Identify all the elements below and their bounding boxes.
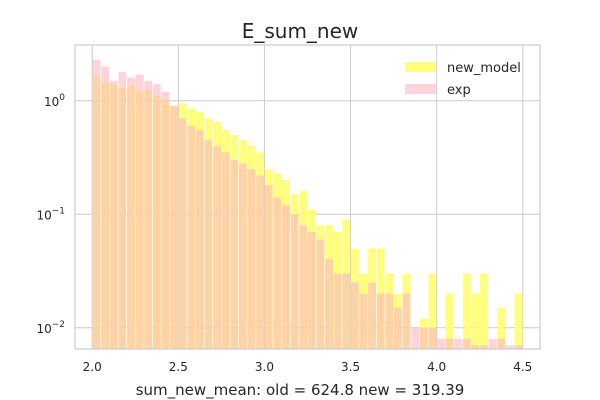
x-tick-label: 3.0 bbox=[255, 360, 274, 374]
bar bbox=[247, 169, 256, 349]
bar bbox=[135, 74, 144, 349]
bar bbox=[480, 273, 488, 349]
y-tick-label: 10−1 bbox=[36, 206, 65, 222]
bar bbox=[480, 345, 488, 349]
legend-swatch bbox=[405, 62, 436, 72]
series-exp bbox=[92, 59, 523, 350]
bar bbox=[488, 338, 497, 349]
bar bbox=[514, 293, 523, 349]
legend-label: new_model bbox=[447, 61, 521, 76]
chart-title: E_sum_new bbox=[241, 19, 359, 43]
bar bbox=[445, 293, 454, 349]
bar bbox=[333, 273, 342, 349]
bar bbox=[462, 273, 471, 349]
bar bbox=[514, 345, 523, 349]
bar bbox=[239, 163, 247, 349]
x-tick-label: 4.0 bbox=[427, 360, 446, 374]
bar bbox=[195, 130, 204, 349]
bar bbox=[394, 307, 402, 349]
bar bbox=[127, 77, 135, 350]
bar bbox=[350, 282, 359, 349]
legend-label: exp bbox=[447, 83, 471, 98]
bar bbox=[273, 197, 282, 349]
bar bbox=[325, 259, 333, 349]
legend-swatch bbox=[405, 84, 436, 94]
bar bbox=[342, 273, 351, 349]
x-tick-label: 2.0 bbox=[83, 360, 102, 374]
bar bbox=[290, 214, 299, 349]
bar bbox=[282, 205, 290, 349]
plot-frame bbox=[74, 44, 541, 350]
bar bbox=[505, 345, 514, 349]
bar bbox=[471, 345, 480, 349]
bar bbox=[187, 125, 196, 349]
bar bbox=[497, 307, 506, 349]
bar bbox=[368, 282, 376, 349]
bar bbox=[316, 239, 325, 349]
bar bbox=[152, 84, 161, 349]
x-axis-label: sum_new_mean: old = 624.8 new = 319.39 bbox=[135, 381, 465, 399]
bar bbox=[497, 338, 506, 349]
bar bbox=[144, 80, 153, 349]
bar bbox=[221, 152, 230, 349]
bar bbox=[359, 293, 368, 349]
plot-area bbox=[75, 45, 540, 349]
bar bbox=[428, 327, 437, 349]
bar bbox=[170, 105, 178, 349]
x-tick-label: 3.5 bbox=[341, 360, 360, 374]
bar bbox=[256, 175, 265, 349]
bar bbox=[437, 338, 445, 349]
bar bbox=[204, 140, 213, 349]
bar bbox=[92, 59, 101, 349]
bar bbox=[445, 338, 454, 349]
bar bbox=[462, 338, 471, 349]
bar bbox=[402, 293, 411, 349]
x-tick-label: 2.5 bbox=[169, 360, 188, 374]
bar bbox=[307, 231, 316, 349]
y-tick-label: 100 bbox=[44, 93, 65, 109]
bar bbox=[411, 327, 420, 349]
bar bbox=[376, 293, 385, 349]
x-tick-label: 4.5 bbox=[513, 360, 532, 374]
bar bbox=[161, 91, 170, 349]
bar bbox=[428, 273, 437, 349]
bar bbox=[178, 118, 187, 350]
bar bbox=[419, 327, 428, 349]
y-tick-label: 10−2 bbox=[36, 320, 65, 336]
bar bbox=[213, 145, 221, 349]
bar bbox=[454, 338, 463, 349]
bar bbox=[471, 293, 480, 349]
bar bbox=[101, 66, 110, 350]
bar bbox=[118, 71, 127, 350]
bar bbox=[385, 293, 394, 349]
bar bbox=[264, 185, 273, 349]
bar bbox=[109, 80, 118, 349]
bar bbox=[230, 160, 239, 349]
bar bbox=[299, 225, 308, 349]
